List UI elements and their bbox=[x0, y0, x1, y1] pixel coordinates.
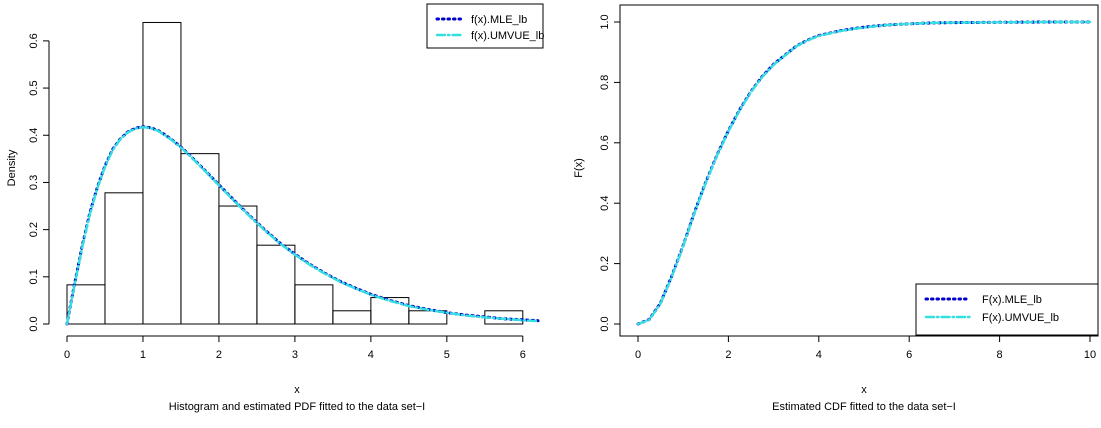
x-tick-label: 5 bbox=[444, 349, 450, 361]
legend-label: f(x).MLE_lb bbox=[471, 14, 527, 26]
cdf-y-axis-label: F(x) bbox=[573, 158, 585, 178]
cdf-legend: F(x).MLE_lb F(x).UMVUE_lb bbox=[915, 283, 1099, 336]
x-tick-label: 0 bbox=[64, 349, 70, 361]
y-tick-label: 0.0 bbox=[28, 316, 40, 331]
histogram-bars bbox=[66, 21, 524, 325]
cdf-panel: 0 2 4 6 8 10 0.0 0.2 0.4 0.6 0.8 1.0 x F(x) Estima… bbox=[573, 4, 1099, 413]
y-tick-label: 0.4 bbox=[599, 196, 611, 211]
series-line bbox=[65, 126, 540, 326]
legend-label: F(x).UMVUE_lb bbox=[982, 312, 1059, 324]
histogram-bar bbox=[218, 205, 258, 325]
y-tick-label: 0.6 bbox=[28, 33, 40, 48]
y-tick-label: 0.3 bbox=[28, 175, 40, 190]
x-tick-label: 8 bbox=[997, 349, 1003, 361]
y-tick-label: 0.8 bbox=[599, 75, 611, 90]
x-tick-label: 0 bbox=[635, 349, 641, 361]
x-tick-label: 6 bbox=[906, 349, 912, 361]
pdf-legend: f(x).MLE_lb f(x).UMVUE_lb bbox=[426, 3, 544, 49]
y-tick-label: 0.2 bbox=[599, 256, 611, 271]
x-tick-label: 1 bbox=[140, 349, 146, 361]
legend-box bbox=[426, 3, 544, 49]
cdf-x-axis: 0 2 4 6 8 10 bbox=[635, 335, 1096, 361]
x-tick-label: 4 bbox=[368, 349, 374, 361]
pdf-caption: Histogram and estimated PDF fitted to th… bbox=[169, 401, 426, 413]
x-tick-label: 3 bbox=[292, 349, 298, 361]
x-tick-label: 10 bbox=[1084, 349, 1096, 361]
pdf-y-axis: 0.0 0.1 0.2 0.3 0.4 0.5 0.6 bbox=[28, 33, 50, 332]
density-curves bbox=[65, 125, 540, 326]
x-tick-label: 6 bbox=[520, 349, 526, 361]
cdf-y-axis: 0.0 0.2 0.4 0.6 0.8 1.0 bbox=[599, 14, 621, 332]
x-tick-label: 2 bbox=[216, 349, 222, 361]
histogram-bar bbox=[256, 244, 296, 325]
legend-label: F(x).MLE_lb bbox=[982, 294, 1042, 306]
histogram-bar bbox=[142, 21, 182, 325]
histogram-bar bbox=[294, 284, 334, 325]
x-tick-label: 4 bbox=[816, 349, 822, 361]
histogram-bar bbox=[104, 192, 144, 325]
x-tick-label: 2 bbox=[725, 349, 731, 361]
y-tick-label: 0.2 bbox=[28, 222, 40, 237]
y-tick-label: 1.0 bbox=[599, 14, 611, 29]
y-tick-label: 0.0 bbox=[599, 316, 611, 331]
y-tick-label: 0.4 bbox=[28, 128, 40, 143]
y-tick-label: 0.6 bbox=[599, 135, 611, 150]
pdf-x-axis-label: x bbox=[294, 384, 300, 396]
series-line bbox=[65, 125, 540, 326]
cdf-x-axis-label: x bbox=[861, 384, 867, 396]
y-tick-label: 0.5 bbox=[28, 80, 40, 95]
pdf-x-axis: 0 1 2 3 4 5 6 bbox=[64, 335, 526, 361]
cdf-caption: Estimated CDF fitted to the data set−I bbox=[772, 401, 956, 413]
histogram-bar bbox=[332, 310, 372, 325]
pdf-y-axis-label: Density bbox=[6, 149, 18, 186]
cdf-curves bbox=[636, 20, 1092, 326]
legend-box bbox=[915, 283, 1099, 336]
series-line bbox=[636, 20, 1092, 326]
series-line bbox=[636, 20, 1092, 326]
legend-label: f(x).UMVUE_lb bbox=[471, 30, 544, 42]
y-tick-label: 0.1 bbox=[28, 269, 40, 284]
